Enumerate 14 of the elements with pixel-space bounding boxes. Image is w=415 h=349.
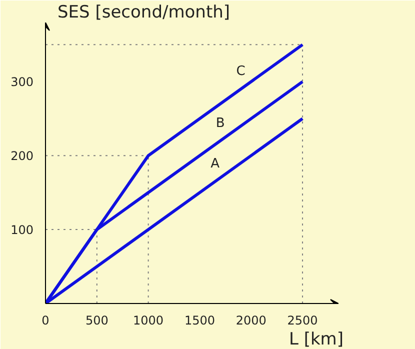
x-tick-label: 1000 [133,314,164,328]
x-tick-label: 2000 [236,314,266,328]
y-axis-title: SES [second/month] [58,2,230,22]
y-tick-label: 100 [10,223,34,238]
y-tick-label: 300 [10,75,34,90]
y-tick-label: 200 [10,149,34,164]
series-label: C [236,64,246,80]
x-axis-title: L [km] [288,330,344,349]
x-tick-label: 1500 [184,314,215,328]
series-label: A [210,156,220,172]
series-label: B [216,116,225,131]
x-tick-label: 2500 [287,314,318,328]
x-tick-label: 0 [42,314,50,328]
x-tick-label: 500 [85,314,108,328]
